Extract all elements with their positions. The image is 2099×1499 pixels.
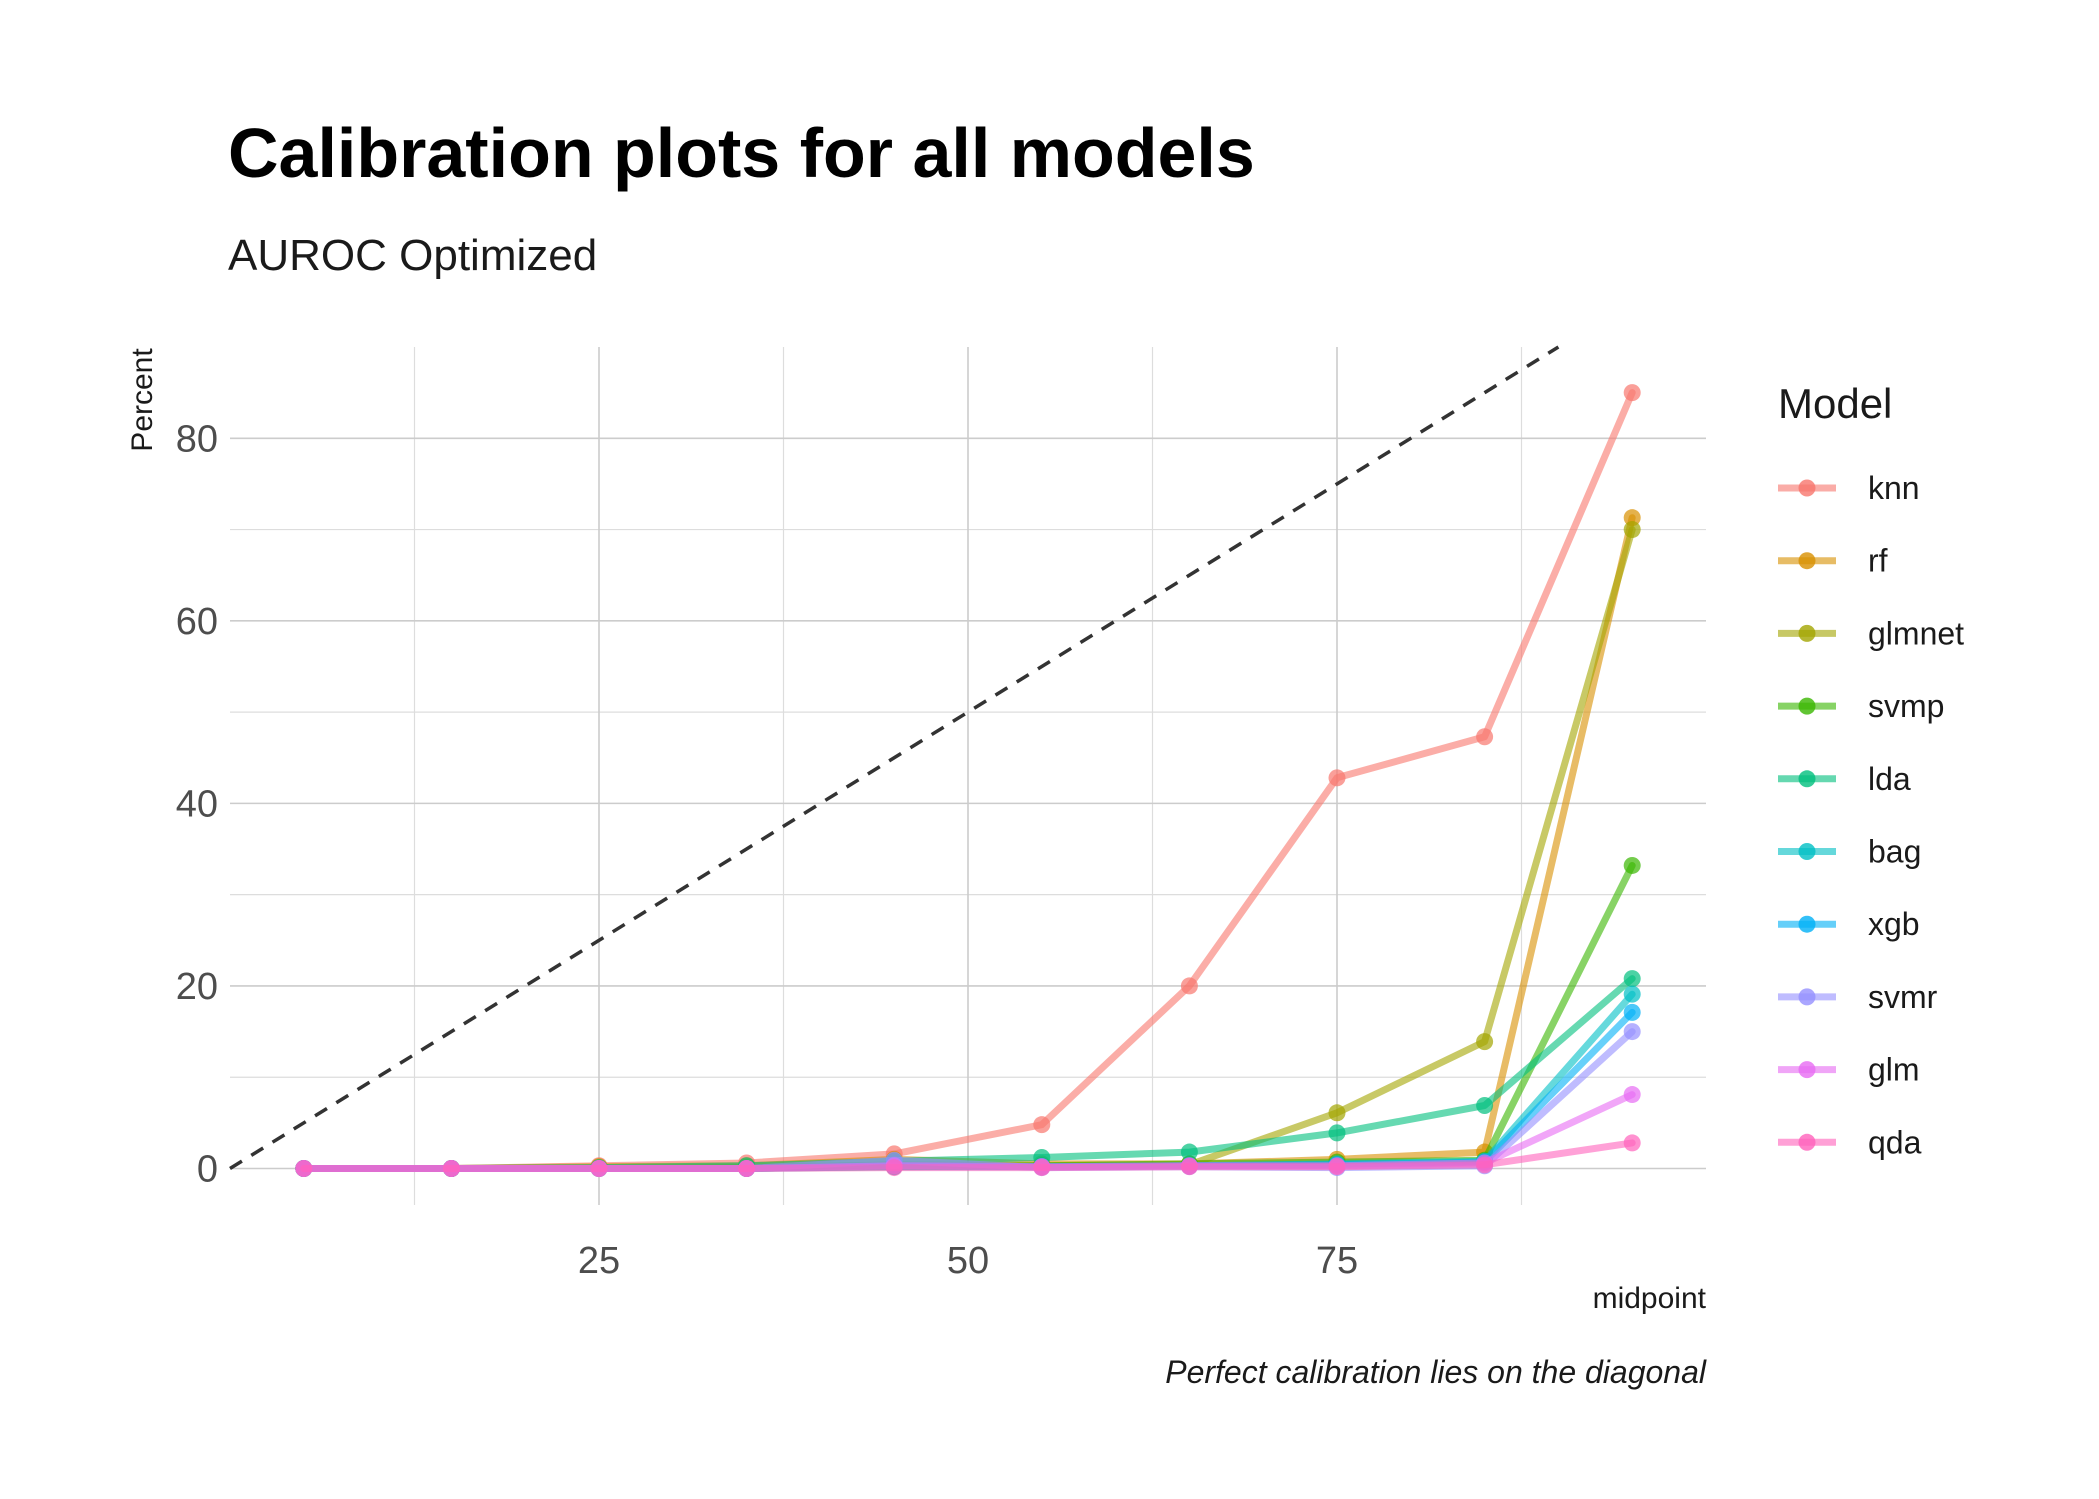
- data-point-qda: [590, 1159, 608, 1177]
- data-point-knn: [1328, 769, 1346, 787]
- y-tick-label: 40: [176, 783, 218, 825]
- legend-item-svmp: svmp: [1778, 688, 1944, 724]
- y-tick-label: 0: [197, 1148, 218, 1190]
- data-point-knn: [1033, 1116, 1051, 1134]
- y-tick-label: 80: [176, 418, 218, 460]
- legend-key-point: [1798, 552, 1816, 570]
- x-axis-title: midpoint: [1593, 1282, 1707, 1315]
- y-tick-label: 20: [176, 966, 218, 1008]
- legend-label: rf: [1868, 543, 1888, 579]
- data-point-qda: [1476, 1156, 1494, 1174]
- legend-key-point: [1798, 624, 1816, 642]
- legend-item-qda: qda: [1778, 1124, 1922, 1160]
- data-point-bag: [1623, 985, 1641, 1003]
- data-point-lda: [1476, 1097, 1494, 1115]
- series-line-qda: [300, 1139, 1636, 1172]
- legend-item-svmr: svmr: [1778, 979, 1938, 1015]
- legend-key-point: [1798, 770, 1816, 788]
- data-point-glmnet: [1623, 521, 1641, 539]
- data-point-lda: [1328, 1124, 1346, 1142]
- y-axis-title: Percent: [126, 348, 159, 452]
- legend-label: knn: [1868, 470, 1920, 506]
- legend-item-glmnet: glmnet: [1778, 615, 1964, 651]
- data-point-svmr: [1623, 1023, 1641, 1041]
- legend-label: xgb: [1868, 906, 1920, 942]
- data-point-qda: [885, 1159, 903, 1177]
- legend-label: bag: [1868, 834, 1921, 870]
- legend-key-point: [1798, 697, 1816, 715]
- y-tick-label: 60: [176, 601, 218, 643]
- legend-title: Model: [1778, 380, 1892, 427]
- data-point-lda: [1180, 1143, 1198, 1161]
- data-point-knn: [1180, 977, 1198, 995]
- axis-ticks: 25 50 75 0 20 40 60 80: [176, 418, 1358, 1282]
- data-point-glmnet: [1476, 1033, 1494, 1051]
- legend-item-glm: glm: [1778, 1052, 1920, 1088]
- x-tick-label: 75: [1316, 1240, 1358, 1282]
- legend-label: svmr: [1868, 979, 1938, 1015]
- grid-lines: [230, 347, 1706, 1205]
- series-layer: [295, 384, 1641, 1177]
- legend-key-point: [1798, 1061, 1816, 1079]
- perfect-calibration-diagonal: [229, 345, 1560, 1170]
- legend-key-point: [1798, 479, 1816, 497]
- x-tick-label: 50: [947, 1240, 989, 1282]
- chart-title: Calibration plots for all models: [228, 114, 1255, 192]
- legend-item-bag: bag: [1778, 834, 1921, 870]
- data-point-qda: [738, 1159, 756, 1177]
- data-point-qda: [442, 1159, 460, 1177]
- legend-label: glm: [1868, 1052, 1920, 1088]
- legend-label: lda: [1868, 761, 1911, 797]
- data-point-lda: [1623, 970, 1641, 988]
- data-point-qda: [1328, 1158, 1346, 1176]
- data-point-qda: [295, 1159, 313, 1177]
- legend-key-point: [1798, 915, 1816, 933]
- data-point-qda: [1623, 1134, 1641, 1152]
- legend: Model knn rf glmnet svmp lda bag xgb svmr glm qda: [1778, 380, 1964, 1160]
- legend-label: glmnet: [1868, 615, 1964, 651]
- data-point-glmnet: [1328, 1104, 1346, 1122]
- legend-label: qda: [1868, 1124, 1922, 1160]
- series-qda: [295, 1134, 1641, 1177]
- legend-item-lda: lda: [1778, 761, 1911, 797]
- legend-key-point: [1798, 988, 1816, 1006]
- data-point-svmp: [1623, 856, 1641, 874]
- legend-item-rf: rf: [1778, 543, 1888, 579]
- data-point-xgb: [1623, 1003, 1641, 1021]
- legend-key-point: [1798, 843, 1816, 860]
- x-tick-label: 25: [578, 1240, 620, 1282]
- data-point-rf: [1623, 509, 1641, 527]
- legend-item-xgb: xgb: [1778, 906, 1920, 942]
- legend-key-point: [1798, 1133, 1816, 1151]
- chart-subtitle: AUROC Optimized: [228, 231, 597, 280]
- legend-item-knn: knn: [1778, 470, 1920, 506]
- data-point-glm: [1623, 1086, 1641, 1104]
- data-point-qda: [1033, 1159, 1051, 1177]
- data-point-knn: [1476, 728, 1494, 746]
- legend-label: svmp: [1868, 688, 1944, 724]
- chart-caption: Perfect calibration lies on the diagonal: [1165, 1354, 1707, 1390]
- data-point-knn: [1623, 384, 1641, 402]
- data-point-qda: [1180, 1158, 1198, 1176]
